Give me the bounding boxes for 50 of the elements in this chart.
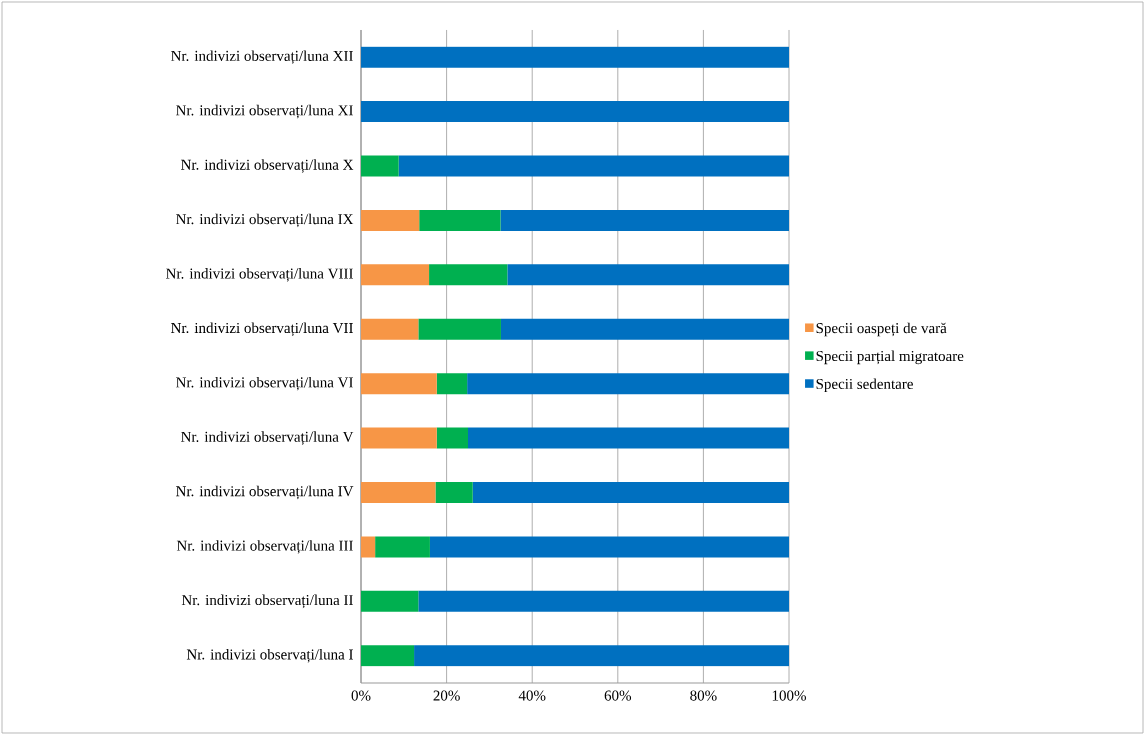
bar [500, 209, 789, 231]
bar [436, 427, 469, 449]
bar [435, 482, 473, 504]
bar [361, 155, 399, 177]
bar [361, 264, 430, 286]
x-tick-label: 100% [772, 690, 806, 701]
y-tick-label: Nr. indivizi observați/luna II [181, 594, 353, 609]
bar [361, 590, 419, 612]
x-tick-label: 60% [604, 690, 632, 701]
bar [361, 209, 420, 231]
x-tick-label: 0% [351, 690, 371, 701]
bar [375, 536, 430, 558]
x-tick-label: 40% [518, 690, 546, 701]
y-tick-label: Nr. indivizi observați/luna XII [171, 50, 353, 64]
y-tick-label: Nr. indivizi observați/luna XI [176, 104, 353, 119]
bar [429, 264, 508, 286]
y-tick-label: Nr. indivizi observați/luna VIII [166, 268, 353, 282]
x-tick-label: 80% [690, 690, 717, 701]
bar [472, 482, 789, 504]
legend-label: Specii sedentare [816, 378, 913, 393]
legend-label: Specii parțial migratoare [816, 350, 964, 365]
y-tick-label: Nr. indivizi observați/luna VI [176, 376, 353, 391]
bar [361, 645, 415, 667]
bar [500, 318, 789, 340]
bar [361, 101, 789, 123]
bar [418, 318, 501, 340]
y-tick-label: Nr. indivizi observați/luna I [186, 648, 353, 663]
bar [468, 427, 789, 449]
bar [436, 373, 468, 395]
bar [361, 46, 789, 68]
y-tick-label: Nr. indivizi observați/luna III [176, 540, 353, 554]
bar [361, 318, 419, 340]
bar [507, 264, 789, 286]
bar [361, 373, 437, 395]
bar [398, 155, 789, 177]
bar [361, 536, 376, 558]
y-tick-label: Nr. indivizi observați/luna X [181, 159, 354, 173]
y-tick-label: Nr. indivizi observați/luna IX [176, 213, 354, 228]
x-tick-label: 20% [433, 690, 460, 701]
y-tick-label: Nr. indivizi observați/luna VII [171, 322, 353, 337]
bar [429, 536, 789, 558]
y-tick-label: Nr. indivizi observați/luna IV [176, 485, 354, 500]
legend-label: Specii oaspeți de vară [816, 322, 947, 337]
bar [419, 209, 501, 231]
bar [361, 427, 437, 449]
y-tick-label: Nr. indivizi observați/luna V [181, 431, 354, 445]
bar [418, 590, 789, 612]
bar [467, 373, 789, 395]
bar [414, 645, 789, 667]
bar [361, 482, 436, 504]
